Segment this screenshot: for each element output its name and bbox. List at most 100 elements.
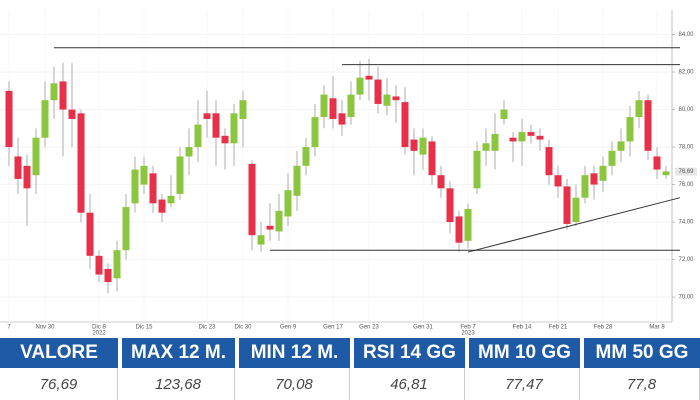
- candle-body: [527, 132, 535, 136]
- candle-body: [626, 117, 634, 142]
- table-header: MM 10 GG: [469, 338, 580, 368]
- candle-body: [104, 268, 112, 283]
- candle-body: [338, 113, 346, 125]
- x-tick-label: Gen 31: [413, 325, 433, 331]
- y-tick-label: 76,00: [678, 182, 694, 188]
- table-header: VALORE: [0, 338, 118, 368]
- candle-body: [419, 137, 427, 155]
- table-value: 46,81: [354, 368, 465, 400]
- candle-body: [464, 208, 472, 241]
- table-header: RSI 14 GG: [354, 338, 465, 368]
- x-tick-label: Gen 17: [323, 325, 343, 331]
- y-tick-label: 84,00: [678, 32, 694, 38]
- candle-body: [140, 165, 148, 185]
- candle-body: [608, 150, 616, 166]
- candle-body: [518, 132, 526, 142]
- candle-body: [158, 199, 166, 213]
- candle-body: [482, 143, 490, 151]
- candle-body: [23, 165, 31, 189]
- x-tick-label: Dic 23: [198, 325, 216, 331]
- candle-body: [563, 186, 571, 224]
- x-tick-label: Feb 14: [513, 325, 532, 331]
- candle-body: [239, 100, 247, 119]
- candle-body: [356, 77, 364, 95]
- candle-body: [5, 90, 13, 148]
- x-tick-label: Dic 8: [92, 325, 106, 331]
- candle-body: [41, 100, 49, 138]
- candle-body: [131, 169, 139, 204]
- candle-body: [392, 96, 400, 101]
- candle-body: [635, 100, 643, 118]
- candle-body: [572, 197, 580, 223]
- y-tick-label: 82,00: [678, 70, 694, 76]
- candle-body: [86, 212, 94, 256]
- candle-body: [662, 171, 670, 176]
- candle-body: [329, 98, 337, 119]
- candle-body: [230, 113, 238, 144]
- candle-body: [221, 135, 229, 144]
- candle-body: [77, 113, 85, 213]
- candle-body: [32, 137, 40, 176]
- table-value: 123,68: [122, 368, 235, 400]
- x-year-label: 2023: [461, 331, 475, 336]
- table-value: 77,47: [469, 368, 580, 400]
- candle-body: [536, 135, 544, 140]
- stats-table: VALORE MAX 12 M. MIN 12 M. RSI 14 GG MM 10 G…: [0, 338, 700, 400]
- candle-body: [320, 94, 328, 118]
- y-tick-label: 72,00: [678, 257, 694, 263]
- candle-body: [122, 207, 130, 251]
- candle-body: [500, 109, 508, 119]
- x-tick-label: Nov 30: [35, 325, 55, 331]
- candle-body: [149, 173, 157, 204]
- candle-body: [473, 150, 481, 189]
- y-tick-label: 80,00: [678, 107, 694, 113]
- candle-body: [401, 102, 409, 148]
- candle-body: [248, 163, 256, 236]
- candle-body: [266, 225, 274, 230]
- x-tick-label: Gen 23: [359, 325, 379, 331]
- y-tick-label: 74,00: [678, 220, 694, 226]
- candle-body: [311, 117, 319, 148]
- last-price-box: [675, 167, 697, 176]
- candle-body: [383, 94, 391, 106]
- table-value: 77,8: [584, 368, 700, 400]
- table-value: 70,08: [239, 368, 350, 400]
- candle-body: [59, 81, 67, 110]
- candle-body: [599, 165, 607, 181]
- candle-body: [284, 190, 292, 217]
- candle-body: [203, 113, 211, 119]
- x-tick-label: Feb 21: [549, 325, 568, 331]
- candle-body: [365, 75, 373, 80]
- trend-line: [467, 197, 681, 253]
- candle-body: [410, 139, 418, 151]
- chart: 70,00 72,00 74,00 76,00 78,00 80,00 82,00 84,00…: [0, 10, 697, 336]
- x-tick-label: Feb 7: [460, 325, 476, 331]
- x-year-label: 2022: [92, 331, 106, 336]
- candle-body: [446, 188, 454, 223]
- table-value: 76,69: [0, 368, 118, 400]
- candle-body: [545, 147, 553, 176]
- candle-body: [554, 175, 562, 187]
- candle-body: [194, 124, 202, 148]
- candle-body: [50, 83, 58, 101]
- table-header: MAX 12 M.: [122, 338, 235, 368]
- table-header: MIN 12 M.: [239, 338, 350, 368]
- candle-body: [374, 79, 382, 104]
- candle-body: [185, 147, 193, 157]
- x-tick-label: Gen 9: [280, 325, 297, 331]
- candle-body: [491, 133, 499, 151]
- candle-body: [167, 195, 175, 204]
- x-tick-label: Feb 28: [594, 325, 613, 331]
- candle-body: [68, 109, 76, 119]
- candle-body: [113, 250, 121, 279]
- candle-body: [275, 210, 283, 232]
- candle-body: [509, 137, 517, 142]
- last-price-label: 76,69: [678, 169, 694, 175]
- x-tick-label: Dic 30: [234, 325, 252, 331]
- candle-body: [644, 100, 652, 151]
- candle-body: [428, 141, 436, 176]
- candle-body: [293, 165, 301, 196]
- candle-body: [590, 173, 598, 185]
- candle-body: [257, 235, 265, 245]
